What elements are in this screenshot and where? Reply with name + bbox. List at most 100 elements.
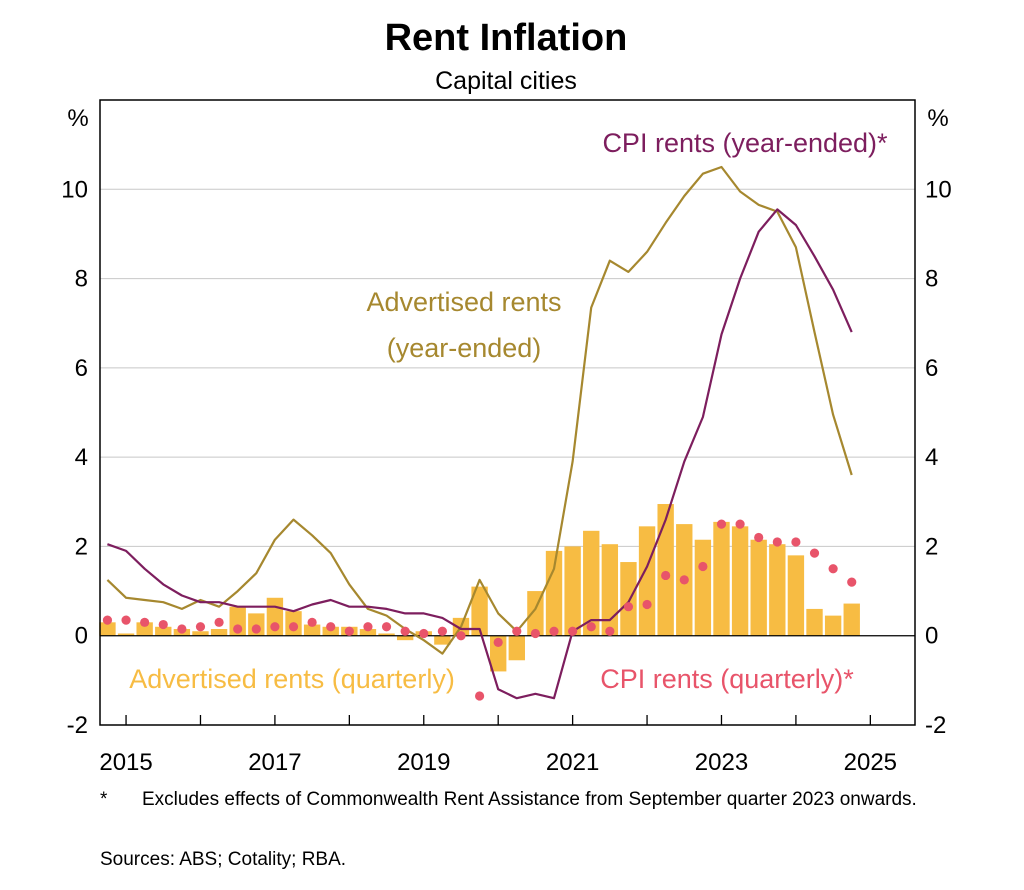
label-advertised-quarterly: Advertised rents (quarterly) xyxy=(129,664,455,694)
dot xyxy=(586,622,596,632)
line-cpi-year-ended xyxy=(107,208,853,700)
bar xyxy=(210,629,228,636)
dot xyxy=(512,626,522,636)
bar xyxy=(601,544,619,636)
bar xyxy=(731,526,749,636)
y-tick-label-left: 2 xyxy=(75,533,88,560)
y-tick-label-right: 4 xyxy=(925,444,938,471)
bars-advertised-quarterly xyxy=(99,504,860,672)
dot xyxy=(270,622,280,632)
bar xyxy=(303,624,321,636)
bar xyxy=(583,530,600,636)
x-tick-label: 2023 xyxy=(695,749,748,776)
bar xyxy=(638,526,656,636)
dot xyxy=(772,537,782,547)
dot xyxy=(605,626,615,636)
y-tick-label-right: 0 xyxy=(925,623,938,650)
y-tick-label-right: -2 xyxy=(925,712,946,739)
dot xyxy=(195,622,206,632)
y-tick-label-left: 0 xyxy=(75,623,88,650)
bar xyxy=(378,633,395,636)
y-unit-left: % xyxy=(67,105,88,132)
dot xyxy=(679,575,689,585)
bar xyxy=(843,603,860,636)
dot xyxy=(754,532,764,543)
chart-title: Rent Inflation xyxy=(385,17,628,59)
x-ticks: 2015 2017 2019 2021 2023 2025 xyxy=(99,715,897,776)
sources: Sources: ABS; Cotality; RBA. xyxy=(100,849,347,870)
x-tick-label: 2017 xyxy=(248,749,301,776)
bar xyxy=(396,635,414,641)
line-advertised-year-ended xyxy=(106,165,853,655)
dot xyxy=(623,602,634,612)
gridlines xyxy=(100,188,915,726)
y-tick-label-right: 2 xyxy=(925,533,938,560)
y-tick-label-right: 10 xyxy=(925,176,952,203)
dot xyxy=(791,537,801,547)
dot xyxy=(828,564,838,574)
dot xyxy=(437,626,447,636)
dot xyxy=(288,622,299,632)
y-tick-label-left: 8 xyxy=(75,266,88,293)
y-tick-label-left: 4 xyxy=(75,444,88,471)
y-ticks: -2 -2 0 0 2 2 4 4 6 6 8 8 10 10 xyxy=(61,176,951,739)
year-ended-lines xyxy=(106,165,853,700)
label-advertised-year-ended-line2: (year-ended) xyxy=(387,333,542,363)
bar xyxy=(620,562,637,636)
bar xyxy=(564,546,581,636)
bar xyxy=(99,622,116,636)
y-tick-label-left: 10 xyxy=(61,176,88,203)
bar xyxy=(750,539,767,636)
dot xyxy=(400,626,410,636)
dot xyxy=(549,626,559,636)
bar xyxy=(694,539,712,636)
dot xyxy=(158,619,168,630)
dot xyxy=(233,624,243,634)
dot xyxy=(102,615,113,625)
x-tick-label: 2021 xyxy=(546,749,599,776)
dot xyxy=(214,617,224,627)
bar xyxy=(117,633,135,636)
dot xyxy=(344,626,354,636)
bar xyxy=(713,521,730,636)
chart-subtitle: Capital cities xyxy=(435,67,577,95)
label-cpi-year-ended: CPI rents (year-ended)* xyxy=(602,128,888,158)
dot xyxy=(381,622,392,632)
dot xyxy=(121,615,131,625)
dot xyxy=(530,628,541,639)
dot xyxy=(698,561,708,572)
y-tick-label-left: 6 xyxy=(75,355,88,382)
y-unit-right: % xyxy=(927,105,948,132)
bar xyxy=(192,631,209,636)
bar xyxy=(490,635,507,672)
dot xyxy=(363,622,373,632)
x-tick-label: 2015 xyxy=(99,749,152,776)
dot xyxy=(642,599,652,610)
dot xyxy=(809,548,820,558)
bar xyxy=(155,626,172,636)
bar xyxy=(471,586,488,636)
bar xyxy=(787,555,805,636)
bar xyxy=(769,544,786,636)
dot xyxy=(307,617,317,627)
y-tick-label-right: 6 xyxy=(925,355,938,382)
x-tick-label: 2025 xyxy=(844,749,897,776)
bar xyxy=(545,550,563,636)
label-cpi-quarterly: CPI rents (quarterly)* xyxy=(600,664,854,694)
dot xyxy=(568,626,578,636)
footnote-text: Excludes effects of Commonwealth Rent As… xyxy=(142,789,917,810)
x-tick-label: 2019 xyxy=(397,749,450,776)
dot xyxy=(251,624,261,634)
dot xyxy=(661,570,671,581)
bar xyxy=(359,629,377,636)
y-tick-label-left: -2 xyxy=(67,712,88,739)
footnote-marker: * xyxy=(100,789,108,810)
dot xyxy=(456,631,466,641)
bar xyxy=(657,504,674,636)
bar xyxy=(806,608,823,636)
dot xyxy=(716,519,727,529)
dot xyxy=(419,628,429,639)
dot xyxy=(493,637,503,648)
dot xyxy=(474,691,485,701)
